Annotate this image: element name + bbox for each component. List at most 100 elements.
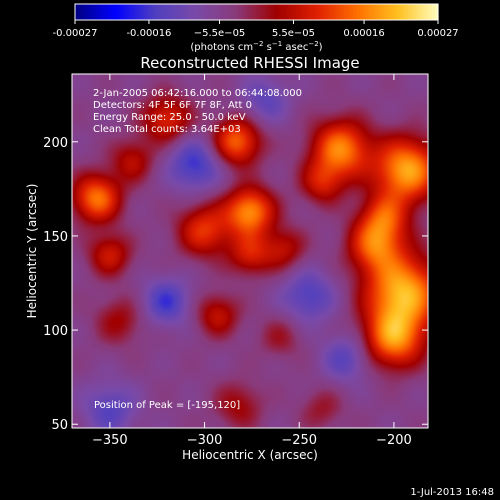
colorbar-segment: [232, 4, 236, 20]
colorbar-segment: [344, 4, 348, 20]
colorbar-segment: [220, 4, 224, 20]
colorbar-segment: [407, 4, 412, 20]
peak-position-label: Position of Peak = [-195,120]: [94, 400, 240, 411]
colorbar-segment: [144, 4, 149, 20]
colorbar-segment: [283, 4, 288, 20]
colorbar-segment: [253, 4, 258, 20]
colorbar-segment: [153, 4, 158, 20]
colorbar-segment: [350, 4, 354, 20]
colorbar-tick-label: 0.00027: [417, 28, 458, 39]
colorbar-segment: [323, 4, 327, 20]
colorbar-segment: [383, 4, 388, 20]
colorbar-ticks: -0.00027 -0.00016 −5.5e−05 5.5e−05 0.00016 0.…: [53, 20, 459, 39]
colorbar-segment: [335, 4, 339, 20]
heatmap-container: [72, 74, 428, 428]
colorbar-segment: [320, 4, 324, 20]
colorbar-segment: [229, 4, 233, 20]
colorbar-segment: [117, 4, 121, 20]
colorbar-segment: [292, 4, 297, 20]
colorbar-segment: [247, 4, 252, 20]
annotation-line: Energy Range: 25.0 - 50.0 keV: [93, 112, 246, 123]
plot-frame: [71, 73, 429, 429]
colorbar-segment: [174, 4, 179, 20]
colorbar-segment: [365, 4, 370, 20]
x-tick-label: −350: [92, 433, 128, 448]
colorbar-segment: [259, 4, 264, 20]
colorbar-segment: [183, 4, 188, 20]
colorbar-segment: [226, 4, 230, 20]
colorbar-segment: [180, 4, 185, 20]
colorbar-segment: [147, 4, 152, 20]
colorbar-segment: [186, 4, 191, 20]
colorbar-segment: [159, 4, 164, 20]
colorbar-units: (photons cm−2 s−1 asec−2): [190, 40, 322, 53]
colorbar-segment: [419, 4, 424, 20]
colorbar-segment: [84, 4, 88, 20]
heatmap-image: [72, 74, 428, 428]
colorbar-segment: [289, 4, 294, 20]
colorbar-segment: [123, 4, 128, 20]
colorbar-segment: [135, 4, 140, 20]
colorbar-segment: [168, 4, 173, 20]
footer-date: 1-Jul-2013 16:48: [410, 487, 494, 498]
colorbar-tick-label: −5.5e−05: [194, 28, 246, 39]
colorbar-tick-label: 0.00016: [343, 28, 384, 39]
colorbar-segment: [392, 4, 397, 20]
colorbar-segment: [171, 4, 176, 20]
annotation-line: Detectors: 4F 5F 6F 7F 8F, Att 0: [93, 100, 252, 111]
colorbar-segment: [205, 4, 209, 20]
colorbar-segment: [389, 4, 394, 20]
colorbar-segment: [78, 4, 82, 20]
colorbar-segment: [75, 4, 79, 20]
colorbar-segment: [262, 4, 267, 20]
colorbar-segment: [177, 4, 182, 20]
colorbar-segment: [428, 4, 433, 20]
x-axis-label: Heliocentric X (arcsec): [182, 448, 318, 462]
colorbar-segment: [90, 4, 94, 20]
colorbar-segment: [162, 4, 167, 20]
colorbar-segment: [356, 4, 360, 20]
colorbar-segment: [165, 4, 170, 20]
colorbar-segment: [256, 4, 261, 20]
colorbar-segment: [250, 4, 255, 20]
colorbar-segment: [329, 4, 333, 20]
colorbar-segment: [235, 4, 239, 20]
colorbar-segment: [401, 4, 406, 20]
colorbar-segment: [374, 4, 379, 20]
x-tick-label: −300: [187, 433, 223, 448]
chart-title: Reconstructed RHESSI Image: [140, 54, 359, 72]
y-axis-label: Heliocentric Y (arcsec): [25, 184, 39, 319]
colorbar-segment: [214, 4, 218, 20]
colorbar-segment: [286, 4, 291, 20]
colorbar-segment: [108, 4, 112, 20]
colorbar-segment: [265, 4, 270, 20]
colorbar-gradient: [75, 4, 439, 20]
colorbar-segment: [202, 4, 206, 20]
colorbar-segment: [244, 4, 249, 20]
y-tick-label: 150: [43, 230, 68, 245]
colorbar-segment: [307, 4, 312, 20]
colorbar-frame: [74, 3, 439, 21]
colorbar-segment: [199, 4, 203, 20]
colorbar-segment: [304, 4, 309, 20]
colorbar-segment: [377, 4, 382, 20]
colorbar-segment: [111, 4, 115, 20]
colorbar-segment: [332, 4, 336, 20]
colorbar-segment: [362, 4, 367, 20]
colorbar-segment: [368, 4, 373, 20]
colorbar-segment: [87, 4, 91, 20]
colorbar-segment: [120, 4, 125, 20]
x-tick-label: −250: [281, 433, 317, 448]
colorbar-segment: [422, 4, 427, 20]
colorbar-segment: [141, 4, 146, 20]
colorbar-segment: [413, 4, 418, 20]
colorbar-segment: [271, 4, 276, 20]
colorbar-segment: [93, 4, 97, 20]
colorbar-segment: [386, 4, 391, 20]
colorbar-tick-label: -0.00016: [126, 28, 171, 39]
colorbar-segment: [353, 4, 357, 20]
colorbar-segment: [371, 4, 376, 20]
colorbar-segment: [301, 4, 306, 20]
colorbar-segment: [404, 4, 409, 20]
colorbar-segment: [268, 4, 273, 20]
